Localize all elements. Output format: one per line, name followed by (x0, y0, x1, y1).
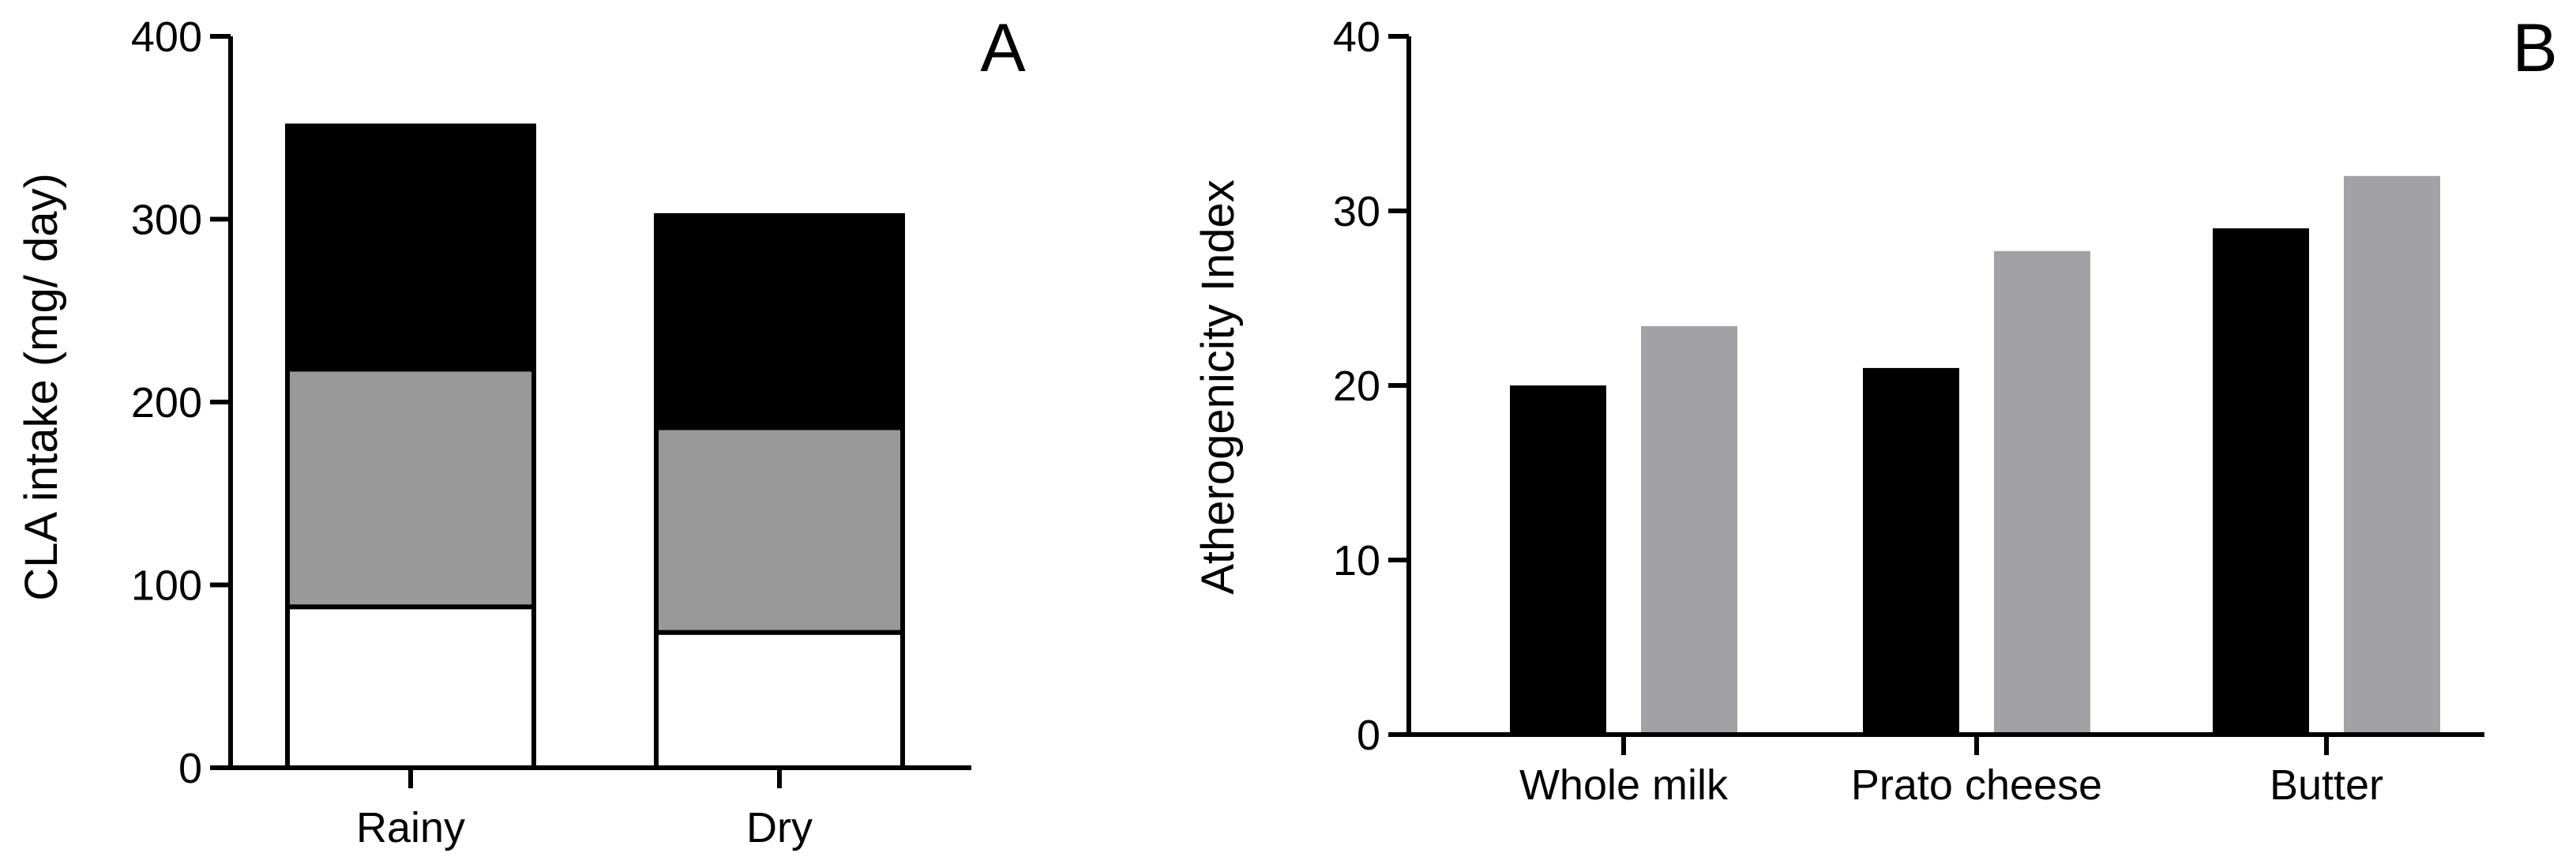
bar-whole-milk-series-1 (1510, 385, 1606, 735)
panel-a-y-tick-label: 0 (178, 745, 202, 792)
panel-b-y-tick-label: 0 (1357, 712, 1380, 759)
x-tick-label-whole-milk: Whole milk (1519, 761, 1729, 809)
bar-butter-series-1 (2213, 228, 2309, 735)
bar-whole-milk-series-2 (1641, 325, 1737, 735)
panel-a-y-tick-label: 400 (131, 13, 202, 61)
panel-a-y-tick-label: 300 (131, 197, 202, 244)
bar-butter-series-2 (2344, 175, 2440, 735)
x-tick-label-butter: Butter (2270, 761, 2383, 809)
panel-b-y-tick-label: 10 (1333, 537, 1380, 584)
panel-b-y-axis-title: Atherogenicity Index (1192, 179, 1244, 595)
bar-dry-segment-1 (654, 630, 905, 770)
bar-rainy-segment-1 (285, 604, 536, 771)
bar-prato-cheese-series-1 (1863, 367, 1959, 735)
bar-prato-cheese-series-2 (1994, 250, 2090, 735)
bar-dry-segment-2 (654, 425, 905, 635)
x-tick-label-dry: Dry (746, 804, 813, 851)
panel-b-y-tick-label: 40 (1333, 13, 1380, 61)
bar-rainy-segment-3 (285, 123, 536, 372)
panel-a-y-axis-title: CLA intake (mg/ day) (16, 173, 67, 601)
panel-b-y-tick-label: 20 (1333, 363, 1380, 410)
bar-rainy-segment-2 (285, 366, 536, 610)
panel-b-y-tick-label: 30 (1333, 188, 1380, 235)
panel-b-label: B (2512, 10, 2557, 86)
panel-a-y-tick-label: 200 (131, 379, 202, 427)
x-tick-label-prato-cheese: Prato cheese (1851, 761, 2102, 809)
bar-dry-segment-3 (654, 212, 905, 430)
panel-a-label: A (980, 10, 1026, 86)
x-tick-label-rainy: Rainy (356, 804, 465, 851)
panel-a-y-tick-label: 100 (131, 562, 202, 610)
panel-b: B Atherogenicity Index 0 10 20 30 40 Whole mi… (1192, 10, 2558, 809)
panel-a: A CLA intake (mg/ day) 0 100 200 300 400 Rain… (16, 10, 1026, 851)
